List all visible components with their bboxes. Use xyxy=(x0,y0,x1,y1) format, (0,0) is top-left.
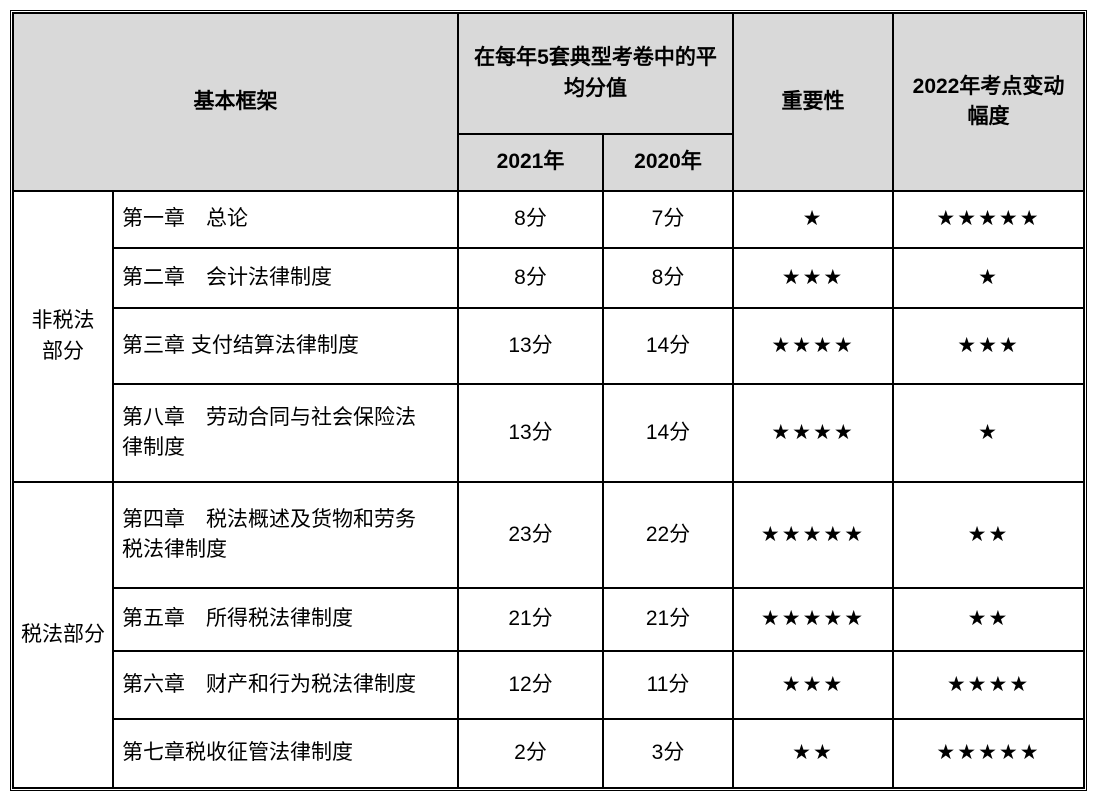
score-2020: 14分 xyxy=(602,307,734,385)
score-2021: 23分 xyxy=(457,481,604,589)
header-year-2021: 2021年 xyxy=(457,133,604,192)
importance-stars: ★★★★★ xyxy=(732,481,894,589)
score-2020: 11分 xyxy=(602,650,734,720)
table-row: 第三章 支付结算法律制度 13分 14分 ★★★★ ★★★ xyxy=(13,307,1085,385)
header-average-score: 在每年5套典型考卷中的平均分值 xyxy=(457,12,734,135)
header-change-2022: 2022年考点变动幅度 xyxy=(892,12,1085,192)
change-stars: ★★ xyxy=(892,587,1085,652)
score-2020: 21分 xyxy=(602,587,734,652)
score-2020: 3分 xyxy=(602,718,734,789)
change-stars: ★ xyxy=(892,383,1085,483)
score-2021: 21分 xyxy=(457,587,604,652)
chapter-name: 第七章税收征管法律制度 xyxy=(112,718,459,789)
change-stars: ★ xyxy=(892,247,1085,309)
table-row: 第六章 财产和行为税法律制度 12分 11分 ★★★ ★★★★ xyxy=(13,650,1085,720)
score-2020: 7分 xyxy=(602,190,734,249)
importance-stars: ★★★ xyxy=(732,247,894,309)
chapter-name: 第四章 税法概述及货物和劳务税法律制度 xyxy=(112,481,459,589)
chapter-analysis-table-wrapper: 基本框架 在每年5套典型考卷中的平均分值 重要性 2022年考点变动幅度 202… xyxy=(10,10,1087,791)
header-importance: 重要性 xyxy=(732,12,894,192)
importance-stars: ★★★ xyxy=(732,650,894,720)
chapter-name: 第一章 总论 xyxy=(112,190,459,249)
score-2020: 22分 xyxy=(602,481,734,589)
table-row: 第五章 所得税法律制度 21分 21分 ★★★★★ ★★ xyxy=(13,587,1085,652)
chapter-analysis-table: 基本框架 在每年5套典型考卷中的平均分值 重要性 2022年考点变动幅度 202… xyxy=(12,12,1085,789)
change-stars: ★★★★★ xyxy=(892,718,1085,789)
table-row: 第七章税收征管法律制度 2分 3分 ★★ ★★★★★ xyxy=(13,718,1085,789)
importance-stars: ★★★★ xyxy=(732,307,894,385)
score-2021: 13分 xyxy=(457,383,604,483)
score-2020: 14分 xyxy=(602,383,734,483)
score-2021: 8分 xyxy=(457,190,604,249)
chapter-name: 第三章 支付结算法律制度 xyxy=(112,307,459,385)
chapter-name: 第五章 所得税法律制度 xyxy=(112,587,459,652)
header-row-2: 2021年 2020年 xyxy=(13,133,1084,192)
table-row: 税法部分 第四章 税法概述及货物和劳务税法律制度 23分 22分 ★★★★★ ★… xyxy=(12,481,1085,789)
change-stars: ★★ xyxy=(892,481,1085,589)
change-stars: ★★★★ xyxy=(892,650,1085,720)
header-framework: 基本框架 xyxy=(12,12,459,192)
table-row: 非税法 部分 第一章 总论 8分 7分 ★ ★★★★★ xyxy=(12,190,1085,483)
chapter-name: 第八章 劳动合同与社会保险法律制度 xyxy=(112,383,459,483)
group-label-tax: 税法部分 xyxy=(12,481,114,789)
change-stars: ★★★ xyxy=(892,307,1085,385)
header-row-1: 基本框架 在每年5套典型考卷中的平均分值 重要性 2022年考点变动幅度 xyxy=(12,12,1085,192)
importance-stars: ★★★★ xyxy=(732,383,894,483)
header-year-2020: 2020年 xyxy=(602,133,734,192)
score-2020: 8分 xyxy=(602,247,734,309)
table-row: 第二章 会计法律制度 8分 8分 ★★★ ★ xyxy=(13,247,1085,309)
score-2021: 2分 xyxy=(457,718,604,789)
group-label-non-tax: 非税法 部分 xyxy=(12,190,114,483)
score-2021: 13分 xyxy=(457,307,604,385)
table-row: 第八章 劳动合同与社会保险法律制度 13分 14分 ★★★★ ★ xyxy=(13,383,1085,483)
score-2021: 12分 xyxy=(457,650,604,720)
table-header: 基本框架 在每年5套典型考卷中的平均分值 重要性 2022年考点变动幅度 202… xyxy=(12,12,1085,192)
score-2021: 8分 xyxy=(457,247,604,309)
importance-stars: ★ xyxy=(732,190,894,249)
importance-stars: ★★ xyxy=(732,718,894,789)
importance-stars: ★★★★★ xyxy=(732,587,894,652)
chapter-name: 第二章 会计法律制度 xyxy=(112,247,459,309)
table-body: 非税法 部分 第一章 总论 8分 7分 ★ ★★★★★ 第二章 会计法律制度 8… xyxy=(12,190,1085,789)
chapter-name: 第六章 财产和行为税法律制度 xyxy=(112,650,459,720)
change-stars: ★★★★★ xyxy=(892,190,1085,249)
